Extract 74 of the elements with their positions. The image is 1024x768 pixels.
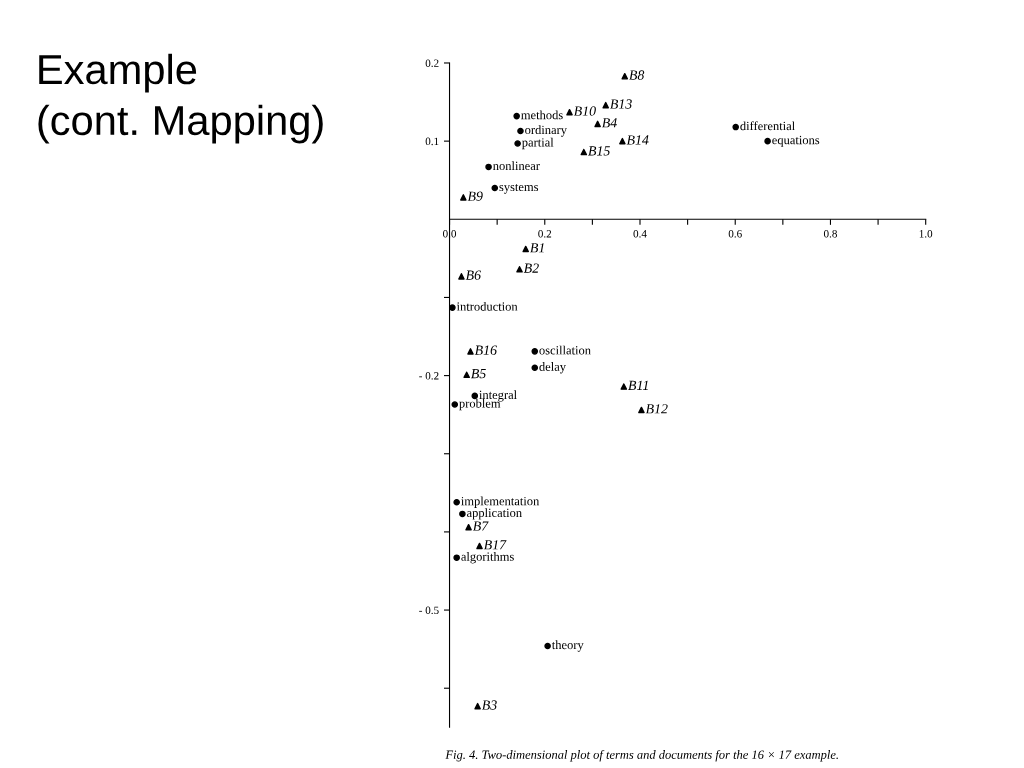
annotation: B4 — [601, 118, 617, 128]
point — [459, 510, 466, 518]
point — [513, 112, 520, 120]
annotation: methods — [521, 110, 563, 120]
annotation: B12 — [645, 404, 668, 414]
y-tick-label: 0.2 — [425, 59, 439, 67]
annotation: B1 — [530, 243, 544, 253]
point — [594, 120, 601, 128]
point — [460, 194, 467, 201]
annotation: B9 — [467, 191, 483, 201]
point — [619, 137, 626, 145]
annotation: B14 — [626, 135, 649, 145]
point — [620, 383, 628, 390]
point — [453, 498, 460, 506]
x-tick-label: 0.6 — [728, 230, 742, 238]
y-tick-label: - 0.2 — [419, 372, 439, 380]
point — [476, 542, 483, 550]
point — [621, 72, 629, 80]
x-tick-label: 0.4 — [633, 230, 647, 238]
x-tick-label: 1.0 — [919, 230, 933, 238]
point — [517, 127, 524, 135]
point — [602, 101, 610, 109]
y-tick-label: 0.1 — [425, 137, 439, 146]
point — [580, 148, 588, 156]
point — [566, 108, 573, 116]
annotation: delay — [539, 362, 566, 374]
annotation: implementation — [461, 496, 540, 508]
point — [449, 304, 456, 311]
point — [531, 348, 539, 355]
point — [453, 554, 460, 561]
annotation: B13 — [610, 99, 632, 109]
point — [544, 642, 551, 650]
point — [732, 123, 740, 131]
annotation: algorithms — [461, 552, 514, 564]
point — [451, 401, 459, 408]
annotation: B8 — [629, 70, 645, 80]
chart-title: Example (cont. Mapping) — [38, 53, 323, 144]
annotation: B2 — [523, 263, 539, 273]
caption: Fig. 4. Two-dimensional plot of terms and documents for the 16 × 17 example. — [445, 749, 838, 762]
annotation: ordinary — [525, 125, 567, 137]
annotation: systems — [499, 183, 539, 194]
annotation: B5 — [470, 369, 486, 379]
point — [514, 140, 521, 147]
annotation: introduction — [456, 301, 518, 311]
annotation: B7 — [472, 521, 489, 531]
point — [474, 702, 481, 710]
annotation: equations — [772, 135, 820, 147]
point — [467, 348, 474, 355]
point — [522, 245, 530, 253]
annotation: B11 — [628, 380, 648, 390]
y-tick-label: - 0.5 — [419, 606, 439, 615]
x-tick-label: 0.8 — [823, 230, 837, 238]
point — [531, 364, 539, 372]
annotation: B17 — [483, 540, 507, 550]
point — [465, 523, 472, 531]
annotation: B3 — [481, 700, 497, 710]
annotation: theory — [551, 640, 584, 652]
annotation: B10 — [573, 106, 596, 116]
annotation: B6 — [465, 270, 481, 280]
point — [491, 184, 499, 192]
annotation: application — [467, 508, 522, 520]
point — [764, 137, 771, 145]
point — [638, 406, 645, 414]
annotation: partial — [521, 137, 554, 150]
point — [485, 163, 492, 171]
x-tick-label: 0.2 — [538, 230, 552, 238]
point — [458, 273, 465, 280]
annotation: B16 — [474, 345, 497, 355]
point — [463, 371, 470, 379]
point — [516, 266, 523, 273]
annotation: nonlinear — [493, 161, 540, 171]
annotation: B15 — [588, 146, 610, 156]
annotation: differential — [740, 121, 795, 131]
annotation: oscillation — [539, 345, 591, 355]
